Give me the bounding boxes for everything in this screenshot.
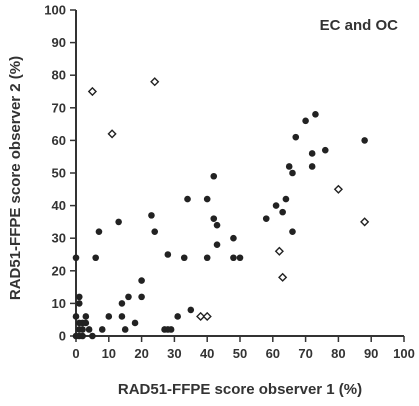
data-point-filled xyxy=(279,208,286,216)
data-point-filled xyxy=(95,228,103,235)
data-point-filled xyxy=(308,150,316,157)
data-point-filled xyxy=(272,202,280,209)
data-point-filled xyxy=(282,195,290,203)
x-axis-title: RAD51-FFPE score observer 1 (%) xyxy=(118,381,362,398)
data-point-open xyxy=(107,129,117,139)
x-tick-label: 50 xyxy=(233,346,247,361)
x-tick-label: 40 xyxy=(200,346,214,361)
y-tick-label: 70 xyxy=(52,100,66,115)
data-point-filled xyxy=(203,195,211,203)
data-point-open xyxy=(150,77,160,87)
data-point-filled xyxy=(289,169,296,177)
data-point-filled xyxy=(75,293,83,301)
data-point-filled xyxy=(115,218,122,226)
chart-annotation: EC and OC xyxy=(320,17,399,34)
y-tick-label: 40 xyxy=(52,198,66,213)
data-point-filled xyxy=(321,146,329,154)
data-point-open xyxy=(333,184,343,194)
x-tick-label: 90 xyxy=(364,346,378,361)
data-point-filled xyxy=(118,300,126,307)
data-point-filled xyxy=(125,293,132,301)
data-point-filled xyxy=(292,133,300,141)
data-point-filled xyxy=(85,326,93,333)
data-point-filled xyxy=(167,326,175,333)
data-point-filled xyxy=(131,319,139,327)
data-point-filled xyxy=(236,254,244,262)
data-point-filled xyxy=(187,306,195,314)
data-point-filled xyxy=(138,293,145,301)
data-point-filled xyxy=(230,234,237,242)
data-point-filled xyxy=(285,163,293,170)
data-point-open xyxy=(87,86,97,97)
data-point-filled xyxy=(148,212,155,219)
data-point-filled xyxy=(79,326,86,333)
x-tick-label: 20 xyxy=(134,346,148,361)
data-point-filled xyxy=(82,313,90,320)
y-tick-label: 10 xyxy=(52,296,66,311)
y-tick-label: 30 xyxy=(52,231,66,246)
ticks: 0 10 20 30 40 50 60 70 80 90 100 0 10 20 30 40 50 60 70 80 9… xyxy=(44,3,415,362)
data-point-filled xyxy=(151,228,159,235)
x-tick-label: 100 xyxy=(393,346,415,361)
x-tick-label: 70 xyxy=(298,346,312,361)
data-point-filled xyxy=(180,254,188,262)
data-point-filled xyxy=(361,137,368,144)
data-point-filled xyxy=(98,326,106,333)
data-point-filled xyxy=(230,254,237,262)
data-point-open xyxy=(278,272,288,282)
y-tick-label: 60 xyxy=(52,133,66,148)
data-point-filled xyxy=(105,313,113,320)
data-point-filled xyxy=(213,221,221,229)
y-tick-label: 50 xyxy=(52,166,66,181)
data-point-filled xyxy=(92,254,99,262)
data-point-filled xyxy=(203,254,211,262)
y-axis-title: RAD51-FFPE score observer 2 (%) xyxy=(7,56,24,300)
data-point-filled xyxy=(75,300,83,307)
y-tick-label: 80 xyxy=(52,68,66,83)
data-point-filled xyxy=(89,332,96,340)
y-axis-title-group: RAD51-FFPE score observer 2 (%) xyxy=(7,56,24,300)
y-tick-label: 20 xyxy=(52,263,66,278)
data-point-open xyxy=(360,217,370,227)
data-point-filled xyxy=(210,172,218,180)
data-point-open xyxy=(274,246,284,256)
data-point-filled xyxy=(138,277,145,284)
data-point-filled xyxy=(174,313,181,320)
data-point-filled xyxy=(184,195,191,203)
axes xyxy=(75,10,404,337)
data-point-filled xyxy=(82,319,90,327)
data-point-filled xyxy=(72,313,80,320)
data-point-filled xyxy=(289,228,296,235)
data-point-open xyxy=(202,311,212,322)
data-point-filled xyxy=(79,332,86,340)
data-point-filled xyxy=(308,163,316,170)
data-point-filled xyxy=(210,215,218,222)
data-point-filled xyxy=(118,313,126,320)
y-tick-label: 90 xyxy=(52,35,66,50)
data-point-filled xyxy=(213,241,221,249)
data-point-filled xyxy=(302,117,309,125)
data-point-open xyxy=(196,311,206,322)
y-tick-label: 100 xyxy=(44,3,66,18)
x-tick-label: 10 xyxy=(102,346,116,361)
data-point-filled xyxy=(262,215,270,222)
data-point-filled xyxy=(164,251,172,258)
y-tick-label: 0 xyxy=(59,329,66,344)
x-tick-label: 60 xyxy=(266,346,280,361)
x-tick-label: 30 xyxy=(167,346,181,361)
x-tick-label: 0 xyxy=(72,346,79,361)
data-point-filled xyxy=(121,326,129,333)
data-points xyxy=(72,77,370,340)
data-point-filled xyxy=(312,111,319,118)
x-tick-label: 80 xyxy=(331,346,345,361)
data-point-filled xyxy=(72,254,80,262)
